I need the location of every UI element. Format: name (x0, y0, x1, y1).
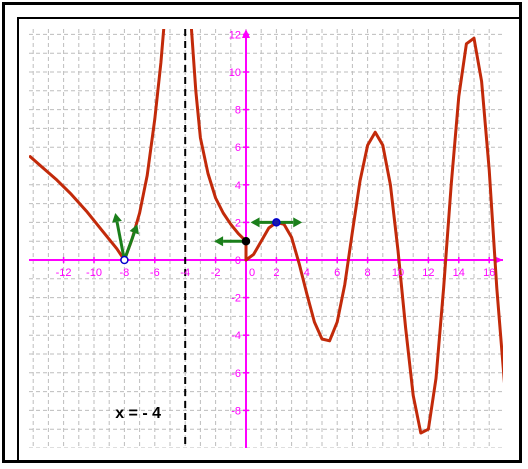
tangent-arrow-head (112, 213, 122, 223)
x-tick-label: 0 (249, 267, 255, 279)
points (120, 218, 281, 265)
highlighted-point (120, 255, 129, 265)
y-tick-label: -2 (231, 293, 241, 305)
x-tick-label: -8 (120, 267, 130, 279)
curve-branch (29, 29, 166, 262)
highlighted-point (272, 218, 281, 227)
y-tick-label: 6 (235, 142, 241, 154)
y-tick-label: 2 (235, 217, 241, 229)
tangent-arrow-head (250, 217, 260, 228)
x-tick-label: 6 (334, 267, 340, 279)
curve-group (29, 29, 503, 435)
y-tick-label: -4 (231, 330, 241, 342)
axes (29, 29, 503, 448)
asymptote-label: x = - 4 (115, 405, 161, 422)
x-tick-label: 4 (304, 267, 310, 279)
y-tick-label: 0 (235, 255, 241, 267)
tangent-arrow-head (129, 224, 139, 235)
x-tick-label: -2 (211, 267, 221, 279)
x-tick-label: 8 (365, 267, 371, 279)
y-tick-label: -6 (231, 368, 241, 380)
x-tick-label: 10 (392, 267, 404, 279)
grid (29, 29, 503, 448)
x-tick-label: -4 (180, 267, 190, 279)
y-tick-label: 4 (235, 180, 241, 192)
y-tick-label: 8 (235, 105, 241, 117)
x-tick-label: -6 (150, 267, 160, 279)
y-tick-label: -8 (231, 405, 241, 417)
y-tick-label: 12 (229, 29, 241, 41)
highlighted-point (241, 236, 251, 246)
x-tick-label: -12 (56, 267, 72, 279)
x-tick-label: 16 (483, 267, 495, 279)
tangent-arrows (112, 213, 303, 261)
tangent-arrow-shaft (115, 221, 126, 261)
x-tick-label: -10 (86, 267, 102, 279)
y-tick-label: 10 (229, 67, 241, 79)
tick-labels: -12 -10 -8 -6 -4 -2 0 2 4 6 8 10 12 14 16 -8 -6 -4 -2 0 2 4 6 8… (56, 29, 496, 417)
x-tick-label: 14 (453, 267, 465, 279)
x-tick-label: 12 (422, 267, 434, 279)
tangent-arrow-head (214, 236, 224, 247)
curve-branch (189, 29, 503, 435)
y-axis-arrowhead (242, 29, 250, 38)
tangent-arrow-head (293, 217, 303, 228)
tangent-arrow-shaft (122, 232, 136, 261)
x-tick-label: 2 (273, 267, 279, 279)
